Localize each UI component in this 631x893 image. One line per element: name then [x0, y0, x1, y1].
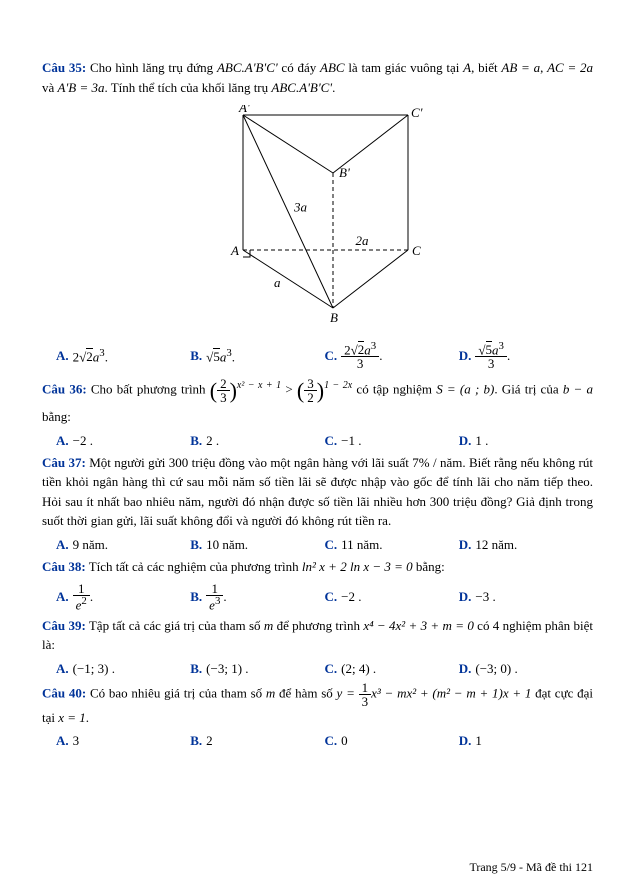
q38-opt-B: B. 1e3. [190, 582, 324, 611]
q39-opt-B: B.(−3; 1) . [190, 661, 324, 677]
prism-diagram: A' C' B' A C B 3a 2a a [203, 105, 433, 325]
q38-options: A. 1e2. B. 1e3. C.−2 . D.−3 . [56, 582, 593, 611]
q36-label: Câu 36: [42, 382, 87, 397]
q37-options: A.9 năm. B.10 năm. C.11 năm. D.12 năm. [56, 537, 593, 553]
question-36: Câu 36: Cho bất phương trình (23)x² − x … [42, 374, 593, 427]
q38-opt-C: C.−2 . [325, 582, 459, 611]
svg-text:B: B [330, 310, 338, 325]
q37-label: Câu 37: [42, 455, 86, 470]
svg-text:A': A' [238, 105, 250, 115]
question-40: Câu 40: Có bao nhiêu giá trị của tham số… [42, 681, 593, 728]
svg-text:C: C [412, 243, 421, 258]
q38-opt-A: A. 1e2. [56, 582, 190, 611]
q35-label: Câu 35: [42, 60, 86, 75]
svg-text:A: A [230, 243, 239, 258]
q40-options: A.3 B.2 C.0 D.1 [56, 733, 593, 749]
svg-text:3a: 3a [293, 200, 308, 215]
q36-opt-D: D.1 . [459, 433, 593, 449]
q39-opt-A: A.(−1; 3) . [56, 661, 190, 677]
q38-label: Câu 38: [42, 559, 86, 574]
q40-opt-C: C.0 [325, 733, 459, 749]
svg-text:C': C' [411, 105, 423, 120]
q40-label: Câu 40: [42, 685, 86, 700]
q36-opt-A: A.−2 . [56, 433, 190, 449]
q36-options: A.−2 . B.2 . C.−1 . D.1 . [56, 433, 593, 449]
q36-opt-B: B.2 . [190, 433, 324, 449]
svg-text:a: a [274, 275, 281, 290]
q40-opt-B: B.2 [190, 733, 324, 749]
q35-figure: A' C' B' A C B 3a 2a a [42, 105, 593, 329]
q38-opt-D: D.−3 . [459, 582, 593, 611]
svg-text:B': B' [339, 165, 350, 180]
q35-opt-D: D. √5a3 3 . [459, 341, 593, 370]
question-38: Câu 38: Tích tất cả các nghiệm của phươn… [42, 557, 593, 577]
question-35: Câu 35: Cho hình lăng trụ đứng ABC.A'B'C… [42, 58, 593, 97]
page-footer: Trang 5/9 - Mã đề thi 121 [469, 860, 593, 875]
q35-opt-C: C. 2√2a3 3 . [325, 341, 459, 370]
q35-options: A. 2√2a3. B. √5a3. C. 2√2a3 3 . D. √5a3 … [56, 341, 593, 370]
q37-opt-D: D.12 năm. [459, 537, 593, 553]
q39-opt-C: C.(2; 4) . [325, 661, 459, 677]
q37-opt-A: A.9 năm. [56, 537, 190, 553]
q35-opt-A: A. 2√2a3. [56, 341, 190, 370]
q35-opt-B: B. √5a3. [190, 341, 324, 370]
question-39: Câu 39: Tập tất cả các giá trị của tham … [42, 616, 593, 655]
q36-opt-C: C.−1 . [325, 433, 459, 449]
q37-opt-C: C.11 năm. [325, 537, 459, 553]
q39-opt-D: D.(−3; 0) . [459, 661, 593, 677]
q40-opt-A: A.3 [56, 733, 190, 749]
svg-text:2a: 2a [355, 233, 369, 248]
q39-label: Câu 39: [42, 618, 86, 633]
q40-opt-D: D.1 [459, 733, 593, 749]
q37-opt-B: B.10 năm. [190, 537, 324, 553]
q39-options: A.(−1; 3) . B.(−3; 1) . C.(2; 4) . D.(−3… [56, 661, 593, 677]
question-37: Câu 37: Một người gửi 300 triệu đồng vào… [42, 453, 593, 531]
